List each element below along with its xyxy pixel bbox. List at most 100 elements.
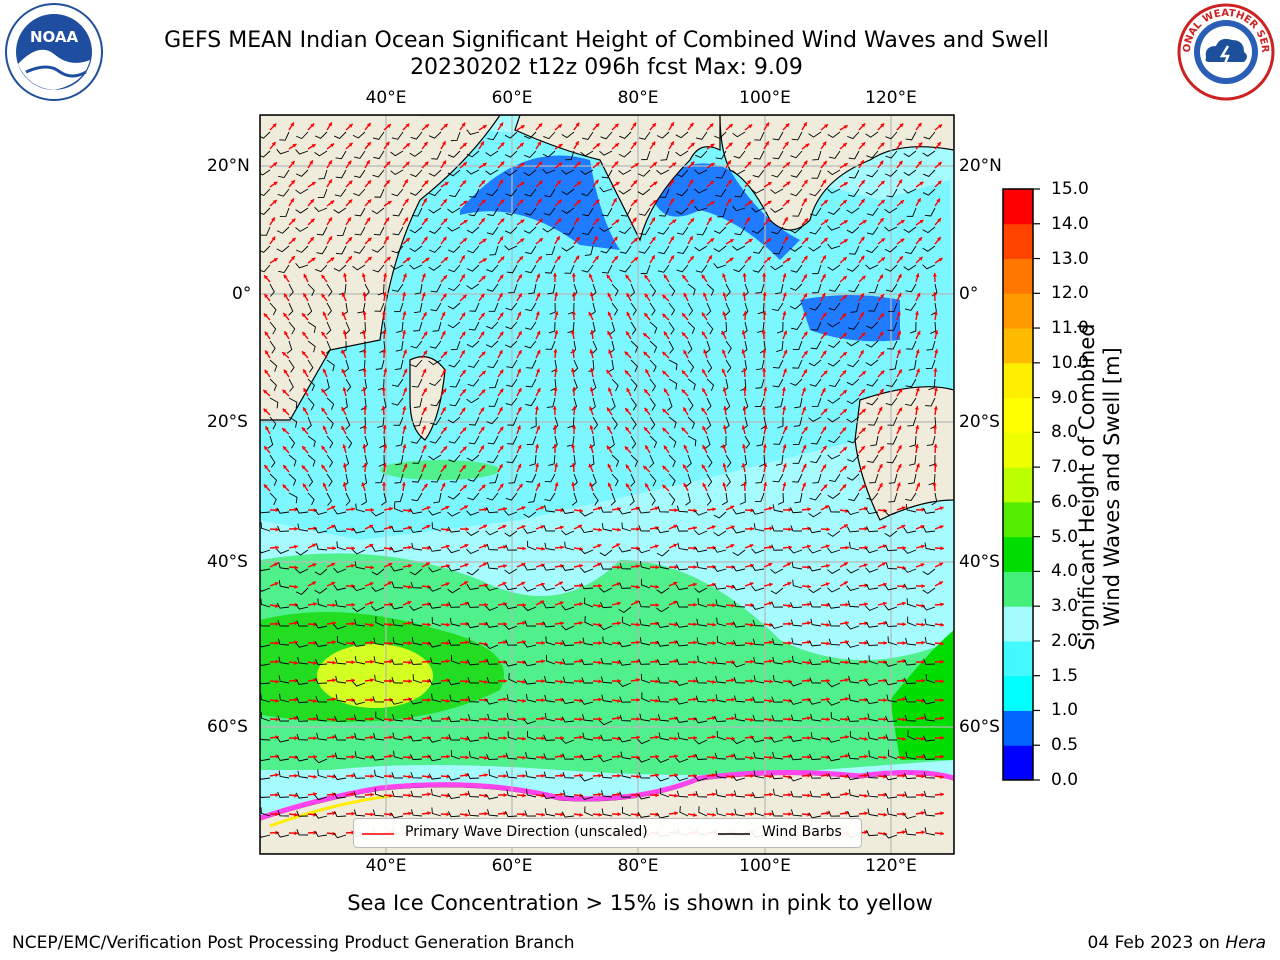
wave-direction-arrowhead [367,256,372,261]
wave-direction-arrowhead [536,330,541,335]
wind-barb [716,807,727,817]
wave-direction-arrowhead [294,584,298,589]
wind-barb [639,226,651,236]
wave-direction-arrowhead [617,678,621,684]
wind-barb [260,662,271,666]
wind-barb [297,523,309,532]
wave-direction-arrowhead [822,332,827,336]
wind-barb [657,264,670,273]
wind-barb [884,584,898,591]
wave-direction-arrowhead [402,425,407,430]
wind-barb [656,169,670,175]
wind-barb [668,435,677,448]
wave-direction-arrowhead [275,507,279,513]
wave-direction-arrowhead [264,464,269,469]
wind-barb [561,811,575,818]
wave-direction-arrowhead [617,736,621,741]
wave-direction-arrowhead [617,716,621,721]
wave-direction-arrowhead [553,387,558,391]
wind-barb [675,564,689,571]
wave-direction-arrowhead [500,218,505,223]
wind-barb [925,397,936,407]
wind-barb [524,150,537,159]
wave-direction-arrowhead [446,812,450,817]
wave-direction-arrowhead [898,160,903,165]
wave-direction-arrowhead [880,294,884,299]
wave-direction-arrowhead [275,641,279,646]
wind-barb [687,283,696,296]
wind-barb [808,640,822,647]
wind-barb [792,340,803,350]
wind-barb [752,619,765,627]
wave-direction-arrowhead [708,255,712,260]
wind-barb [848,694,860,703]
wind-barb [410,790,423,798]
wave-direction-arrowhead [347,217,351,222]
wave-direction-arrowhead [351,507,355,512]
wind-barb [827,492,841,499]
wind-barb [468,435,480,445]
wave-direction-arrowhead [370,640,374,645]
wave-direction-arrowhead [389,678,393,684]
wind-barb [601,207,613,217]
wind-barb [325,340,332,354]
wave-direction-arrowhead [443,257,448,262]
wave-direction-arrowhead [519,142,524,147]
wind-barb [333,508,347,515]
wave-direction-arrowhead [313,830,317,835]
wind-barb [277,715,290,722]
wind-barb [775,283,784,295]
wind-barb [884,245,898,253]
wave-direction-arrowhead [742,368,747,372]
wind-barb [618,659,632,666]
wave-direction-arrowhead [596,143,601,148]
wave-direction-arrowhead [403,368,408,373]
footer-host: Hera [1225,933,1266,953]
wind-barb [695,264,708,273]
wave-direction-arrowhead [541,773,545,778]
wave-direction-arrowhead [879,160,884,165]
wind-barb [601,790,613,798]
wave-direction-arrowhead [878,464,883,469]
wind-barb [288,492,298,504]
wind-barb [561,625,575,631]
wind-barb [687,416,695,429]
wind-barb [485,340,499,348]
wind-barb [391,188,404,197]
wave-direction-arrowhead [784,141,789,146]
wave-direction-arrowhead [826,678,830,683]
wave-direction-arrowhead [408,641,412,646]
wave-direction-arrowhead [518,483,523,488]
wind-barb [361,492,367,506]
wind-barb [381,492,387,506]
wind-barb [359,321,366,334]
colorbar-tick-label: 5.0 [1051,526,1079,547]
wave-direction-arrowhead [932,292,937,296]
wave-direction-arrowhead [880,313,884,318]
wave-direction-arrowhead [937,142,941,147]
lat-tick-left: 0° [232,284,252,304]
wind-barb [772,302,784,312]
wind-barb [865,547,879,554]
wave-direction-arrowhead [788,507,792,512]
wave-direction-arrowhead [362,292,367,296]
wind-barb [486,543,499,551]
wave-direction-arrowhead [766,218,771,223]
wind-barb [668,416,677,429]
wave-direction-arrowhead [503,640,507,645]
wave-direction-arrowhead [516,425,521,430]
wave-direction-arrowhead [558,144,563,148]
wave-direction-arrowhead [663,331,668,336]
wave-direction-arrowhead [932,425,938,429]
wind-barb [488,397,499,407]
wave-direction-arrowhead [842,200,847,204]
wind-barb [810,618,822,627]
wind-barb [276,736,290,743]
wind-barb [733,695,746,703]
wave-direction-arrowhead [655,717,659,722]
wind-barb [659,188,670,198]
wave-direction-arrowhead [670,236,674,241]
wind-barb [278,675,290,684]
wave-direction-arrowhead [321,293,326,298]
wave-direction-arrowhead [461,274,465,279]
